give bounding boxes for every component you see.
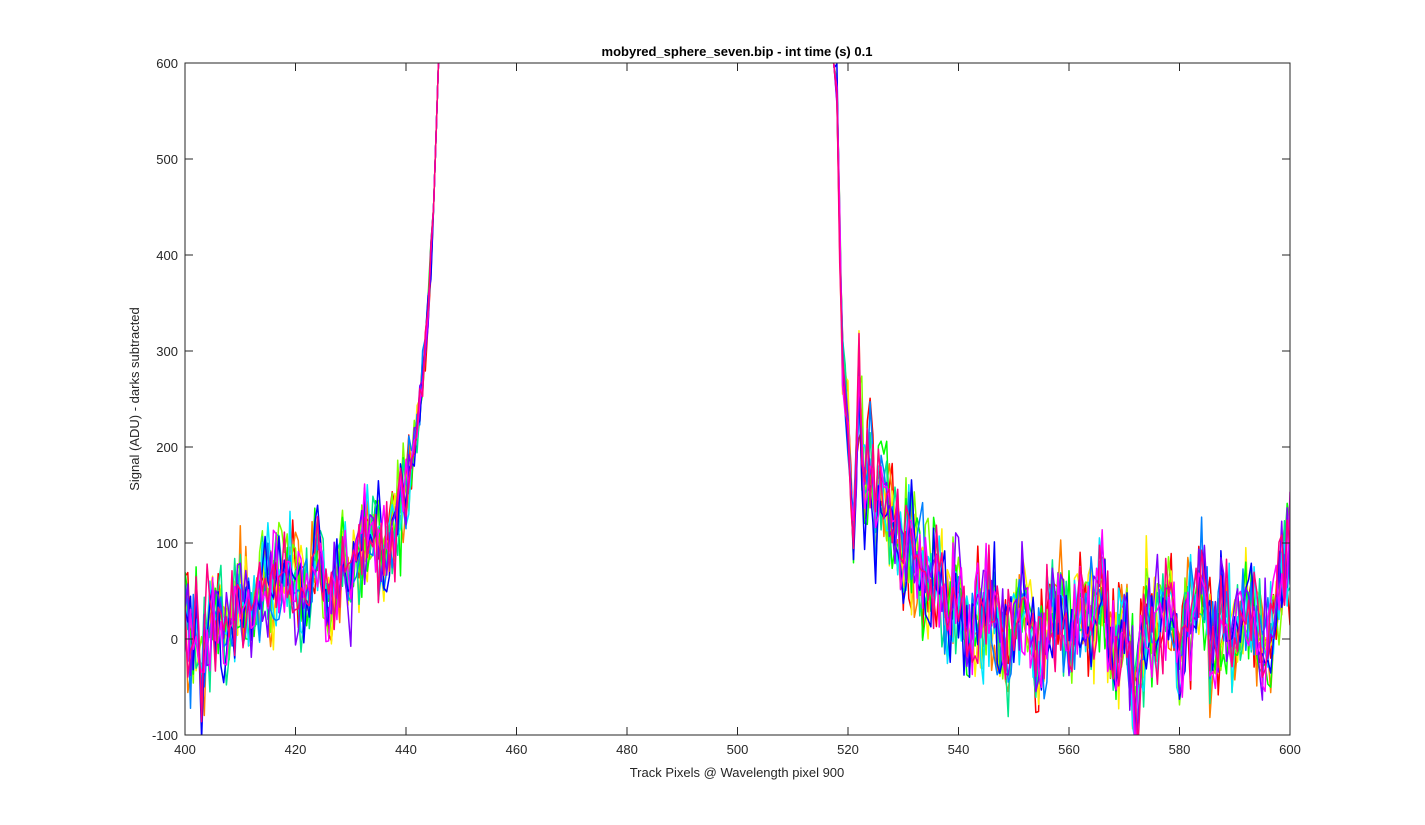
x-tick-label: 420 bbox=[285, 742, 307, 757]
x-tick-label: 540 bbox=[948, 742, 970, 757]
x-tick-label: 500 bbox=[727, 742, 749, 757]
y-tick-label: -100 bbox=[152, 728, 178, 743]
chart-title: mobyred_sphere_seven.bip - int time (s) … bbox=[602, 44, 873, 59]
y-tick-label: 600 bbox=[156, 56, 178, 71]
y-tick-label: 400 bbox=[156, 248, 178, 263]
plot-area bbox=[184, 62, 1291, 736]
series-layer bbox=[185, 63, 1290, 735]
x-tick-label: 460 bbox=[506, 742, 528, 757]
series-line-right bbox=[832, 63, 1290, 735]
x-tick-label: 520 bbox=[837, 742, 859, 757]
x-axis-label: Track Pixels @ Wavelength pixel 900 bbox=[630, 765, 845, 780]
x-tick-label: 560 bbox=[1058, 742, 1080, 757]
series-line-left bbox=[185, 63, 440, 723]
series-line-right bbox=[832, 63, 1290, 735]
y-axis-label: Signal (ADU) - darks subtracted bbox=[127, 307, 142, 491]
x-tick-label: 440 bbox=[395, 742, 417, 757]
y-tick-label: 100 bbox=[156, 536, 178, 551]
x-tick-label: 400 bbox=[174, 742, 196, 757]
x-axis: 400 420 440 460 480 500 520 540 560 580 600 bbox=[174, 63, 1301, 757]
x-tick-label: 580 bbox=[1169, 742, 1191, 757]
series-line-right bbox=[832, 63, 1290, 735]
x-tick-label: 480 bbox=[616, 742, 638, 757]
y-tick-label: 200 bbox=[156, 440, 178, 455]
y-axis: -100 0 100 200 300 400 500 600 bbox=[152, 56, 1290, 743]
y-tick-label: 500 bbox=[156, 152, 178, 167]
y-tick-label: 300 bbox=[156, 344, 178, 359]
x-tick-label: 600 bbox=[1279, 742, 1301, 757]
y-tick-label: 0 bbox=[171, 632, 178, 647]
